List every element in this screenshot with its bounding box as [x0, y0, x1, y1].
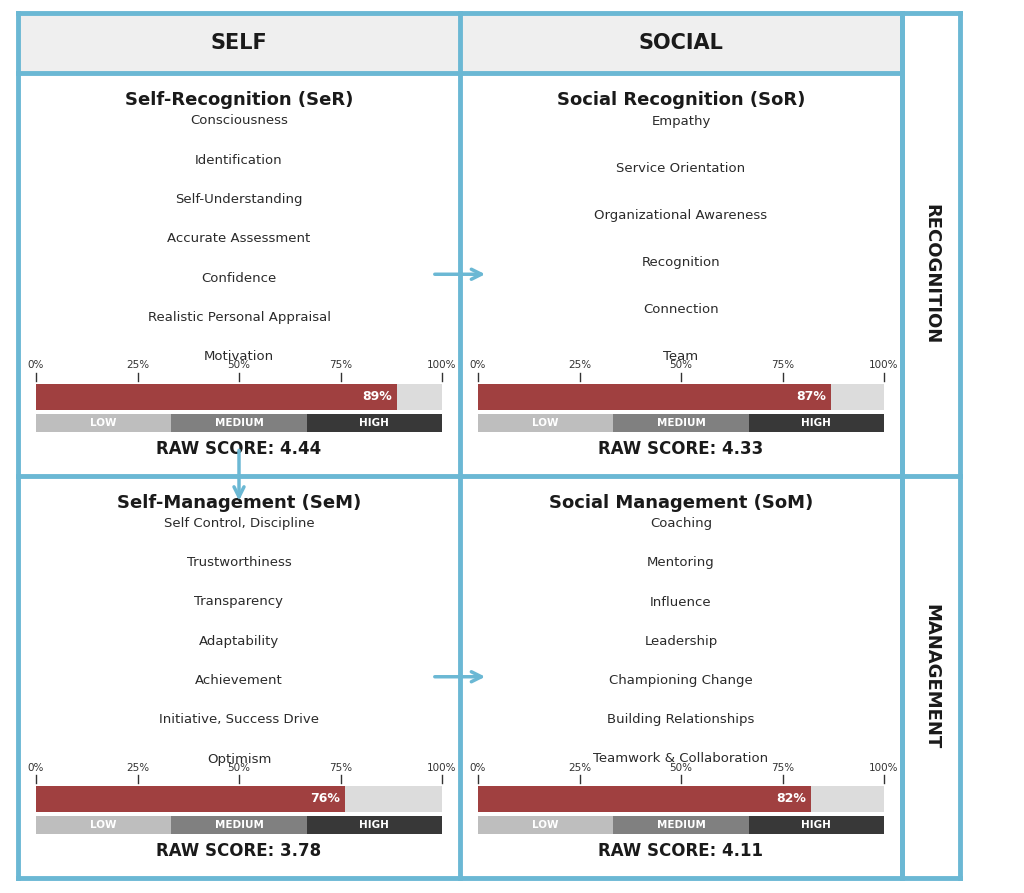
Bar: [36, 383, 442, 410]
Bar: [613, 413, 749, 431]
Text: Teamwork & Collaboration: Teamwork & Collaboration: [594, 753, 769, 765]
Text: Confidence: Confidence: [202, 271, 276, 285]
Text: Identification: Identification: [196, 154, 283, 167]
Bar: [478, 383, 831, 410]
Text: HIGH: HIGH: [359, 820, 389, 830]
Text: Initiative, Success Drive: Initiative, Success Drive: [159, 714, 319, 726]
Text: Championing Change: Championing Change: [609, 674, 753, 687]
Text: RAW SCORE: 4.33: RAW SCORE: 4.33: [598, 439, 764, 457]
Text: Accurate Assessment: Accurate Assessment: [167, 232, 310, 246]
Text: Transparency: Transparency: [195, 596, 284, 608]
Text: RAW SCORE: 4.11: RAW SCORE: 4.11: [598, 842, 764, 860]
Text: 75%: 75%: [771, 763, 794, 773]
Text: 75%: 75%: [771, 361, 794, 371]
Text: 0%: 0%: [470, 763, 486, 773]
Text: Realistic Personal Appraisal: Realistic Personal Appraisal: [147, 311, 331, 324]
Bar: [478, 383, 884, 410]
Text: 100%: 100%: [869, 763, 899, 773]
Text: Social Recognition (SoR): Social Recognition (SoR): [557, 91, 805, 109]
Text: Optimism: Optimism: [207, 753, 271, 765]
Text: RAW SCORE: 4.44: RAW SCORE: 4.44: [157, 439, 322, 457]
Text: Leadership: Leadership: [644, 635, 718, 647]
Text: MEDIUM: MEDIUM: [656, 418, 706, 428]
Text: Connection: Connection: [643, 303, 719, 316]
Text: 50%: 50%: [670, 763, 692, 773]
Text: Empathy: Empathy: [651, 114, 711, 128]
Text: 89%: 89%: [362, 390, 392, 403]
Text: Social Management (SoM): Social Management (SoM): [549, 494, 813, 512]
Text: Mentoring: Mentoring: [647, 556, 715, 569]
Text: 100%: 100%: [427, 763, 457, 773]
Text: Coaching: Coaching: [650, 517, 712, 530]
Text: 25%: 25%: [126, 763, 150, 773]
Bar: [36, 786, 344, 812]
Text: 25%: 25%: [568, 763, 591, 773]
Bar: [171, 816, 307, 834]
Text: Organizational Awareness: Organizational Awareness: [595, 209, 768, 221]
Text: Adaptability: Adaptability: [199, 635, 280, 647]
Text: Trustworthiness: Trustworthiness: [186, 556, 292, 569]
Bar: [171, 413, 307, 431]
Text: Self-Management (SeM): Self-Management (SeM): [117, 494, 361, 512]
Text: 50%: 50%: [670, 361, 692, 371]
Bar: [307, 816, 442, 834]
Text: SOCIAL: SOCIAL: [639, 33, 723, 53]
Text: Achievement: Achievement: [196, 674, 283, 687]
Text: 25%: 25%: [126, 361, 150, 371]
Bar: [460, 13, 902, 73]
Bar: [749, 816, 884, 834]
Text: Service Orientation: Service Orientation: [616, 162, 745, 175]
Text: 0%: 0%: [28, 763, 44, 773]
Bar: [36, 383, 397, 410]
Text: 0%: 0%: [28, 361, 44, 371]
Bar: [36, 413, 171, 431]
Text: 76%: 76%: [309, 792, 340, 805]
Text: Team: Team: [664, 350, 698, 363]
Bar: [749, 413, 884, 431]
Text: LOW: LOW: [90, 418, 117, 428]
Text: HIGH: HIGH: [802, 418, 831, 428]
Text: 50%: 50%: [227, 763, 251, 773]
Text: 25%: 25%: [568, 361, 591, 371]
Text: MANAGEMENT: MANAGEMENT: [922, 605, 940, 749]
Bar: [613, 816, 749, 834]
Text: 100%: 100%: [869, 361, 899, 371]
Bar: [18, 13, 460, 73]
Text: 87%: 87%: [797, 390, 826, 403]
Text: Building Relationships: Building Relationships: [607, 714, 755, 726]
Text: Influence: Influence: [650, 596, 712, 608]
Text: Self Control, Discipline: Self Control, Discipline: [164, 517, 314, 530]
Bar: [478, 816, 613, 834]
Text: Self-Understanding: Self-Understanding: [175, 193, 303, 206]
Text: 82%: 82%: [776, 792, 806, 805]
Text: MEDIUM: MEDIUM: [656, 820, 706, 830]
Text: HIGH: HIGH: [802, 820, 831, 830]
Text: MEDIUM: MEDIUM: [215, 418, 263, 428]
Text: Consciousness: Consciousness: [190, 114, 288, 128]
Text: 75%: 75%: [329, 361, 352, 371]
Text: LOW: LOW: [532, 820, 559, 830]
Text: LOW: LOW: [90, 820, 117, 830]
Text: RAW SCORE: 3.78: RAW SCORE: 3.78: [157, 842, 322, 860]
Text: SELF: SELF: [211, 33, 267, 53]
Bar: [478, 786, 884, 812]
Text: Motivation: Motivation: [204, 350, 274, 363]
Text: HIGH: HIGH: [359, 418, 389, 428]
Text: RECOGNITION: RECOGNITION: [922, 204, 940, 345]
Bar: [478, 413, 613, 431]
Text: MEDIUM: MEDIUM: [215, 820, 263, 830]
Text: LOW: LOW: [532, 418, 559, 428]
Text: Recognition: Recognition: [642, 255, 720, 269]
Text: 100%: 100%: [427, 361, 457, 371]
Bar: [36, 786, 442, 812]
Bar: [478, 786, 811, 812]
Text: 50%: 50%: [227, 361, 251, 371]
Text: 0%: 0%: [470, 361, 486, 371]
Bar: [36, 816, 171, 834]
Text: 75%: 75%: [329, 763, 352, 773]
Bar: [307, 413, 442, 431]
Text: Self-Recognition (SeR): Self-Recognition (SeR): [125, 91, 353, 109]
